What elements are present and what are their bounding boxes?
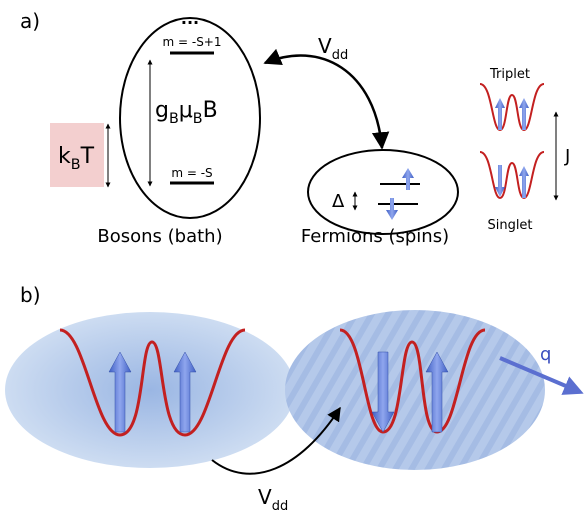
interaction-label: Vdd bbox=[258, 485, 288, 514]
double-well bbox=[480, 152, 544, 198]
top-level-label: m = -S+1 bbox=[162, 35, 221, 49]
panel-label: a) bbox=[20, 9, 40, 33]
spins bbox=[495, 98, 529, 130]
interaction-arrow bbox=[265, 55, 382, 148]
coupling-label: J bbox=[564, 146, 570, 167]
delta-label: Δ bbox=[332, 191, 345, 212]
fermion-ellipse bbox=[308, 150, 458, 234]
singlet-label: Singlet bbox=[487, 218, 532, 233]
spins bbox=[495, 165, 529, 198]
panel-label: b) bbox=[20, 283, 41, 307]
condensate bbox=[5, 312, 295, 468]
condensate bbox=[285, 310, 545, 470]
gap-label: gBμBB bbox=[155, 98, 218, 127]
spins bbox=[386, 168, 414, 220]
diagram: a) ... m = -S+1 m = -S gBμBB Bosons (bat… bbox=[0, 0, 585, 516]
dots: ... bbox=[181, 9, 199, 28]
bottom-level-label: m = -S bbox=[171, 166, 212, 180]
triplet-label: Triplet bbox=[489, 67, 530, 82]
double-well bbox=[480, 84, 544, 130]
fermion-caption: Fermions (spins) bbox=[301, 226, 449, 247]
boson-caption: Bosons (bath) bbox=[97, 226, 222, 247]
wave-label: q bbox=[540, 344, 551, 365]
